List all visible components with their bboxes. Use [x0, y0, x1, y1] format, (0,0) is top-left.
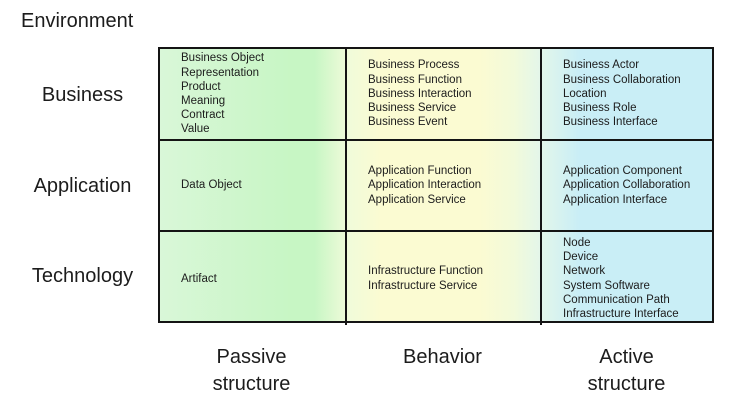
cell-item: Application Interaction [368, 179, 482, 192]
cell-item: Infrastructure Function [368, 265, 484, 278]
cell-item: Application Function [368, 165, 472, 178]
cell-application-passive-structure: Data Object [160, 141, 347, 232]
cell-business-behavior: Business Process Business Function Busines… [347, 49, 542, 141]
cell-item: Representation [181, 66, 259, 79]
cell-item: Data Object [181, 179, 242, 192]
cell-item: Value [181, 123, 210, 136]
cell-item: Application Component [563, 165, 682, 178]
framework-matrix: Business Object Representation Product Mean… [158, 47, 714, 326]
cell-item: Business Actor [563, 59, 640, 72]
cell-item: Business Process [368, 59, 460, 72]
cell-business-passive-structure: Business Object Representation Product Mean… [160, 49, 347, 141]
cell-item: Network [563, 265, 606, 278]
cell-item: Application Service [368, 193, 466, 206]
cell-item: Infrastructure Service [368, 279, 478, 292]
cell-item: Location [563, 87, 607, 100]
cell-item: Meaning [181, 95, 226, 107]
cell-item: Infrastructure Interface [563, 308, 679, 321]
cell-item: Product [181, 80, 221, 93]
cell-technology-active-structure: Node Device Network System Software Communic… [542, 232, 712, 325]
aspect-label-behavior: Behavior [403, 346, 482, 368]
environment-label: Environment [21, 10, 134, 32]
cell-item: Application Collaboration [563, 179, 691, 192]
cell-item: Artifact [181, 272, 217, 285]
cell-item: Business Service [368, 102, 457, 115]
cell-item: Business Collaboration [563, 73, 681, 86]
cell-item: Device [563, 251, 599, 264]
cell-technology-behavior: Infrastructure Function Infrastructure Se… [347, 232, 542, 326]
cell-item: Business Interface [563, 116, 658, 129]
cell-application-behavior: Application Function Application Interact… [347, 141, 542, 232]
layer-label-business: Business [41, 84, 124, 106]
layer-label-technology: Technology [31, 265, 134, 287]
cell-item: Application Interface [563, 193, 668, 206]
cell-item: Contract [181, 109, 225, 122]
cell-item: System Software [563, 279, 650, 292]
layer-label-application: Application [33, 175, 132, 197]
cell-item: Node [563, 237, 591, 249]
cell-business-active-structure: Business Actor Business Collaboration Loca… [542, 49, 712, 141]
cell-item: Business Event [368, 116, 448, 129]
cell-technology-passive-structure: Artifact [160, 232, 347, 326]
aspect-label-active-structure: Active structure [587, 346, 666, 395]
cell-item: Business Interaction [368, 87, 472, 100]
cell-item: Communication Path [563, 293, 670, 306]
aspect-label-passive-structure: Passive structure [212, 346, 291, 395]
cell-item: Business Role [563, 102, 637, 115]
cell-item: Business Function [368, 73, 462, 86]
cell-application-active-structure: Application Component Application Collabo… [542, 141, 712, 232]
cell-item: Business Object [181, 52, 265, 65]
